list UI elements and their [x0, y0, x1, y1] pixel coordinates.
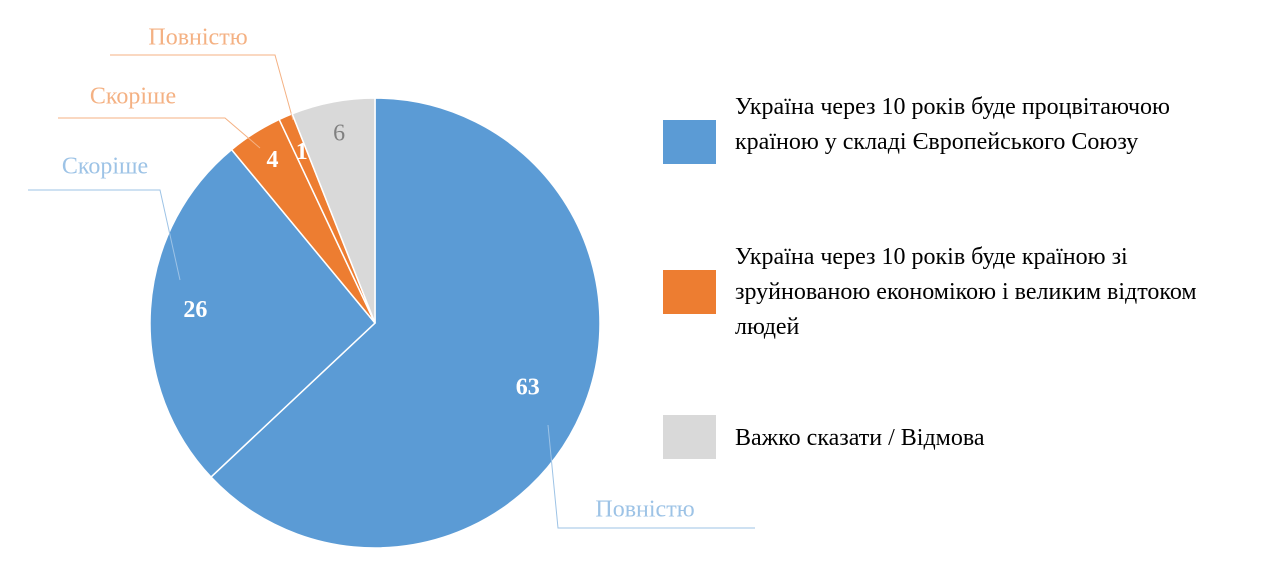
- leader-line: [110, 54, 294, 121]
- value-label: 26: [183, 297, 207, 323]
- value-label: 63: [516, 375, 540, 401]
- legend-swatch: [663, 270, 716, 314]
- value-label: 6: [333, 121, 345, 147]
- leader-line: [547, 424, 755, 529]
- legend-swatch: [663, 415, 716, 459]
- category-label: Скоріше: [90, 84, 176, 110]
- category-label: Повністю: [148, 25, 247, 51]
- category-label: Скоріше: [62, 154, 148, 180]
- leader-line: [28, 189, 181, 281]
- legend-swatch: [663, 120, 716, 164]
- value-label: 4: [267, 147, 279, 173]
- pie-slice: [291, 97, 376, 324]
- leader-line: [58, 117, 261, 149]
- category-label: Повністю: [595, 497, 694, 523]
- pie-slice: [209, 97, 601, 549]
- legend-label: Україна через 10 років буде процвітаючою…: [735, 94, 1170, 155]
- pie-slice: [149, 148, 377, 479]
- legend-label: Україна через 10 років буде країною зі з…: [735, 244, 1197, 340]
- legend-label: Важко сказати / Відмова: [735, 425, 985, 451]
